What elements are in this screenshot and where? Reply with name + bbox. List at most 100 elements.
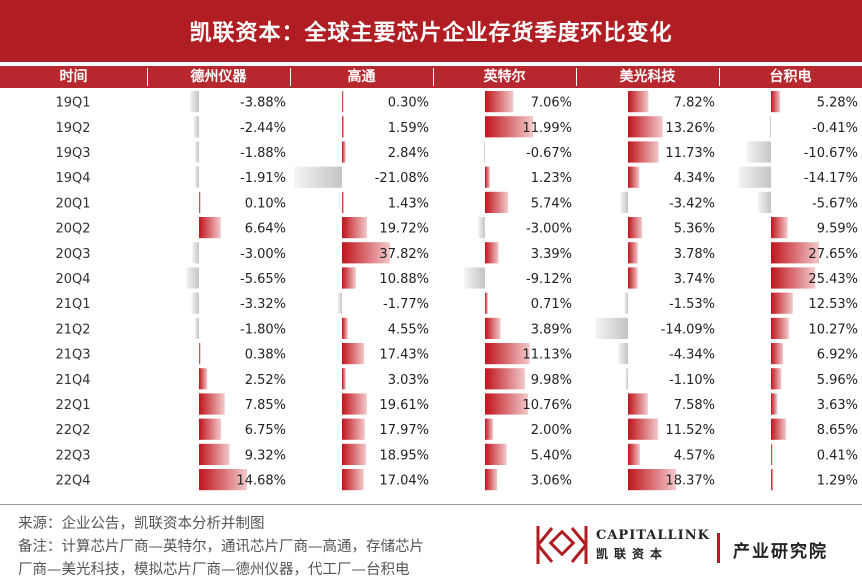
bar-negative [186,267,199,289]
bar-positive [485,91,514,113]
value-label: 2.00% [531,423,572,438]
header-separator [576,68,577,86]
value-label: -1.80% [240,322,286,337]
source-notes: 来源：企业公告，凯联资本分析并制图 备注：计算芯片厂商—英特尔，通讯芯片厂商—高… [18,513,424,582]
value-label: 12.53% [808,297,858,312]
bar-negative [595,317,628,339]
period-label: 22Q1 [55,398,90,413]
value-label: -1.77% [383,297,429,312]
bar-negative [625,368,628,390]
bar-positive [342,116,345,138]
bar-positive [199,418,222,440]
bar-positive [771,469,774,491]
value-label: 10.27% [808,322,858,337]
bar-negative [194,317,199,339]
bar-positive [485,343,530,365]
bar-positive [199,191,201,213]
bar-negative [194,141,199,163]
value-label: 3.74% [674,272,715,287]
value-label: 1.43% [388,196,429,211]
bar-positive [485,317,501,339]
table-header: 时间 德州仪器 高通 英特尔 美光科技 台积电 [0,66,862,88]
bar-positive [342,317,348,339]
chart-title: 凯联资本：全球主要芯片企业存货季度环比变化 [0,0,862,62]
value-label: -3.42% [669,196,715,211]
table-row: 20Q2 6.64% 19.72% -3.00% 5.36% 9.59% [55,217,858,239]
value-label: 2.84% [388,146,429,161]
value-label: 3.89% [531,322,572,337]
bar-positive [628,116,663,138]
institute-name: 产业研究院 [733,542,828,562]
bar-positive [628,217,643,239]
value-label: -1.91% [240,171,286,186]
table-row: 22Q3 9.32% 18.95% 5.40% 4.57% 0.41% [55,443,858,465]
value-label: 2.52% [245,373,286,388]
bar-positive [199,217,221,239]
bar-positive [485,393,529,415]
value-label: 17.43% [379,348,429,363]
bar-negative [190,91,199,113]
value-label: -14.17% [804,171,858,186]
footer-divider [0,504,862,505]
header-separator [433,68,434,86]
value-label: 0.10% [245,196,286,211]
brand-divider [717,533,720,563]
header-cell-3: 英特尔 [483,69,526,85]
value-label: -9.12% [526,272,572,287]
value-label: 7.58% [674,398,715,413]
table-row: 19Q1 -3.88% 0.30% 7.06% 7.82% 5.28% [55,91,858,113]
source-line: 来源：企业公告，凯联资本分析并制图 [18,516,265,532]
value-label: 5.74% [531,196,572,211]
value-label: 11.13% [522,348,572,363]
bar-positive [771,91,781,113]
value-label: 0.38% [245,348,286,363]
period-label: 20Q1 [55,196,90,211]
bar-positive [628,393,648,415]
value-label: 11.99% [522,121,572,136]
period-label: 19Q3 [55,146,90,161]
bar-positive [342,469,364,491]
value-label: 0.71% [531,297,572,312]
value-label: 1.59% [388,121,429,136]
table-row: 19Q2 -2.44% 1.59% 11.99% 13.26% -0.41% [55,116,858,138]
bar-positive [628,267,638,289]
bar-positive [628,469,676,491]
bar-negative [769,116,771,138]
header-separator [719,68,720,86]
bar-positive [342,443,367,465]
bar-negative [194,166,199,188]
value-label: 6.75% [245,423,286,438]
bar-negative [738,166,771,188]
period-label: 19Q4 [55,171,90,186]
brand-en: CAPITALLINK [596,528,710,543]
bar-positive [485,469,498,491]
period-label: 22Q3 [55,448,90,463]
bar-positive [771,317,789,339]
table-row: 20Q1 0.10% 1.43% 5.74% -3.42% -5.67% [55,191,858,213]
table-row: 22Q2 6.75% 17.97% 2.00% 11.52% 8.65% [55,418,858,440]
period-label: 20Q3 [55,247,90,262]
value-label: 13.26% [665,121,715,136]
value-label: 18.37% [665,474,715,489]
period-label: 22Q4 [55,474,90,489]
value-label: 6.64% [245,222,286,237]
table-row: 19Q3 -1.88% 2.84% -0.67% 11.73% -10.67% [55,141,858,163]
bar-positive [342,141,346,163]
bar-positive [628,91,649,113]
value-label: 19.72% [379,222,429,237]
brand-name: CAPITALLINK 凯联资本 [596,528,710,562]
bar-positive [342,191,344,213]
bar-positive [771,368,782,390]
value-label: 5.36% [674,222,715,237]
value-label: -3.00% [240,247,286,262]
period-label: 21Q1 [55,297,90,312]
header-cell-2: 高通 [347,69,376,85]
bar-positive [628,166,640,188]
period-label: 21Q3 [55,348,90,363]
value-label: -10.67% [804,146,858,161]
bar-positive [485,166,490,188]
value-label: -1.10% [669,373,715,388]
table-row: 21Q4 2.52% 3.03% 9.98% -1.10% 5.96% [55,368,858,390]
table-row: 19Q4 -1.91% -21.08% 1.23% 4.34% -14.17% [55,166,858,188]
value-label: -5.67% [812,196,858,211]
